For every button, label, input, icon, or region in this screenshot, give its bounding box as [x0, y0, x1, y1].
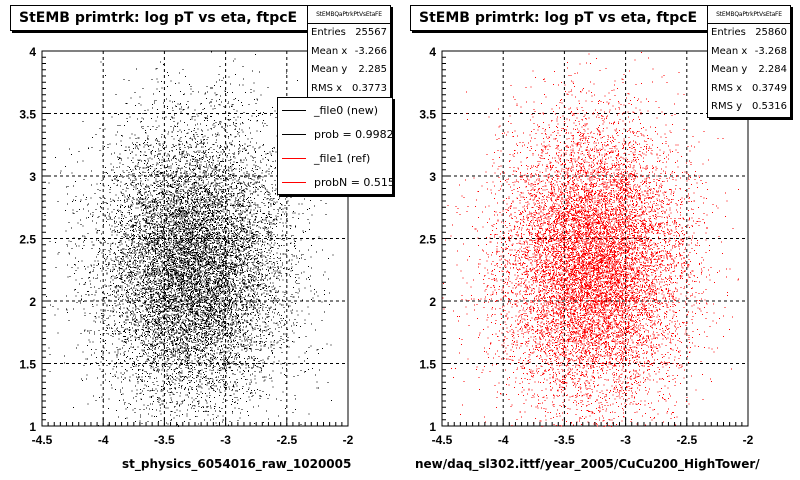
legend-line-icon: [282, 133, 306, 135]
stats-row-mean-x: Mean x -3.266: [308, 43, 390, 62]
stats-box: StEMBQaPtrkPtVsEtaFE Entries 25567 Mean x…: [307, 5, 391, 99]
x-tick-label: -2.5: [676, 433, 697, 447]
stats-value: 2.284: [758, 64, 787, 75]
x-axis-title: st_physics_6054016_raw_1020005: [122, 457, 352, 471]
legend-entry: _file0 (new): [278, 98, 392, 122]
stats-value: -3.268: [754, 45, 787, 57]
stats-row-mean-y: Mean y 2.284: [708, 61, 790, 80]
x-tick-label: -2.5: [276, 433, 297, 447]
legend-entry: _file1 (ref): [278, 146, 392, 170]
x-tick-label: -2: [743, 433, 754, 447]
stats-value: 25567: [355, 27, 387, 38]
stats-row-rms-x: RMS x 0.3749: [708, 80, 790, 99]
histogram-panel-ref: -4.5 -4 -3.5 -3 -2.5 -2 1 1.5 2 2.5 3 3.5 4 StEMB pr…: [400, 0, 800, 480]
y-tick-label: 3: [29, 170, 36, 184]
y-tick-label: 2: [429, 295, 436, 309]
y-tick-label: 1.5: [19, 358, 36, 372]
legend-line-icon: [282, 181, 306, 183]
legend-line-icon: [282, 109, 306, 111]
y-tick-label: 4: [29, 45, 36, 59]
scatter-plot-ref: -4.5 -4 -3.5 -3 -2.5 -2 1 1.5 2 2.5 3 3.5 4: [419, 45, 754, 447]
histogram-panel-new: -4.5 -4 -3.5 -3 -2.5 -2 1 1.5 2 2.5 3 3.5 4 StEMB pr…: [10, 5, 393, 471]
stats-row-mean-x: Mean x -3.268: [708, 43, 790, 62]
stats-label: Entries: [711, 27, 746, 38]
x-axis-title: new/daq_sl302.ittf/year_2005/CuCu200_Hig…: [415, 457, 760, 471]
y-tick-label: 4: [429, 45, 436, 59]
stats-row-rms-y: RMS y 0.5316: [708, 98, 790, 117]
stats-value: 2.285: [358, 64, 387, 75]
stats-row-rms-x: RMS x 0.3773: [308, 80, 390, 99]
x-tick-label: -3: [220, 433, 231, 447]
y-tick-label: 3.5: [419, 108, 436, 122]
y-tick-label: 2.5: [419, 233, 436, 247]
stats-value: 0.3773: [352, 82, 387, 94]
legend: _file0 (new) prob = 0.998279 _file1 (ref…: [277, 97, 393, 195]
y-tick-label: 3.5: [19, 108, 36, 122]
stats-row-entries: Entries 25567: [308, 24, 390, 43]
stats-box: StEMBQaPtrkPtVsEtaFE Entries 25860 Mean x…: [707, 5, 791, 118]
y-tick-label: 1: [29, 420, 36, 434]
x-tick-label: -4.5: [432, 433, 453, 447]
stats-label: RMS y: [711, 101, 743, 112]
stats-label: Mean x: [711, 45, 748, 57]
plot-title: StEMB primtrk: log pT vs eta, ftpcE: [410, 5, 709, 31]
x-tick-label: -4.5: [32, 433, 53, 447]
stats-value: -3.266: [354, 45, 387, 57]
stats-row-entries: Entries 25860: [708, 24, 790, 43]
stats-row-mean-y: Mean y 2.285: [308, 61, 390, 80]
stats-histogram-name: StEMBQaPtrkPtVsEtaFE: [308, 6, 390, 24]
y-tick-label: 2.5: [19, 233, 36, 247]
legend-label: prob = 0.998279: [314, 127, 393, 141]
y-tick-label: 3: [429, 170, 436, 184]
stats-value: 25860: [755, 27, 787, 38]
stats-value: 0.3749: [752, 82, 787, 94]
stats-label: Mean x: [311, 45, 348, 57]
stats-label: Mean y: [711, 64, 748, 75]
x-tick-label: -4: [498, 433, 509, 447]
legend-label: _file0 (new): [314, 103, 379, 117]
x-tick-label: -3: [620, 433, 631, 447]
x-tick-label: -4: [98, 433, 109, 447]
y-tick-label: 1.5: [419, 358, 436, 372]
stats-label: RMS x: [311, 82, 343, 94]
legend-label: _file1 (ref): [314, 151, 371, 165]
plot-title: StEMB primtrk: log pT vs eta, ftpcE: [10, 5, 309, 31]
x-tick-label: -3.5: [154, 433, 175, 447]
stats-histogram-name: StEMBQaPtrkPtVsEtaFE: [708, 6, 790, 24]
stats-label: RMS x: [711, 82, 743, 94]
y-tick-label: 2: [29, 295, 36, 309]
legend-entry: prob = 0.998279: [278, 122, 392, 146]
stats-value: 0.5316: [752, 101, 787, 112]
stats-label: Mean y: [311, 64, 348, 75]
y-tick-label: 1: [429, 420, 436, 434]
scatter-points: [442, 51, 740, 427]
stats-label: Entries: [311, 27, 346, 38]
legend-label: probN = 0.515427: [314, 175, 392, 189]
x-tick-label: -2: [343, 433, 354, 447]
legend-entry: probN = 0.515427: [278, 170, 392, 194]
legend-line-icon: [282, 157, 306, 159]
scatter-points: [42, 51, 339, 427]
x-tick-label: -3.5: [554, 433, 575, 447]
